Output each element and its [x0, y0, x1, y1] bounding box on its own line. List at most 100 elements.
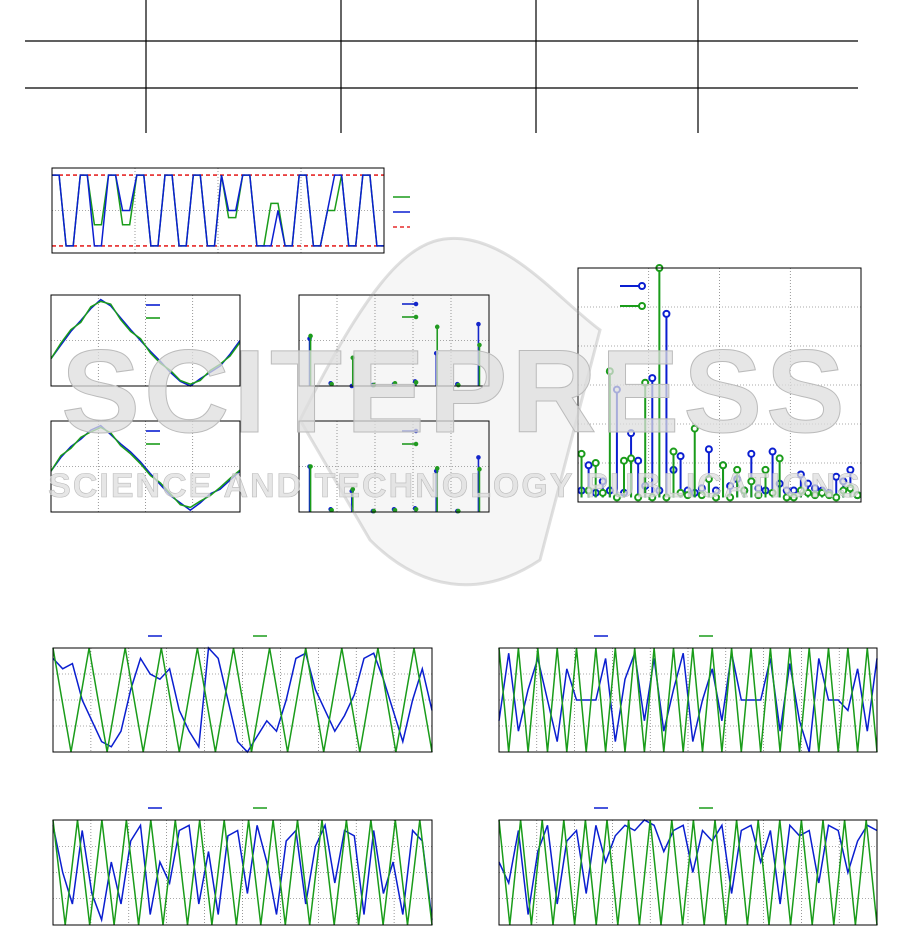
stem — [619, 456, 628, 498]
series-line — [52, 819, 433, 926]
plot-frame — [498, 647, 878, 753]
stem — [612, 385, 621, 498]
stem — [704, 475, 713, 498]
stem — [350, 486, 356, 512]
stem — [811, 491, 820, 500]
figure-plot — [498, 807, 878, 926]
stem-marker — [761, 465, 770, 474]
stem-marker — [747, 449, 756, 458]
stem — [584, 486, 593, 498]
stem — [627, 454, 636, 498]
stem-marker — [329, 507, 334, 513]
series-line — [52, 174, 384, 247]
stem-marker — [619, 456, 628, 465]
stem-marker — [648, 374, 657, 383]
stem — [853, 491, 862, 500]
stem-marker — [683, 491, 692, 500]
stem-marker — [782, 493, 791, 502]
stem — [768, 488, 777, 498]
stem-marker — [775, 454, 784, 463]
stem-marker — [308, 333, 313, 339]
stem — [634, 456, 643, 498]
stem-marker — [846, 484, 855, 493]
stem-marker — [634, 456, 643, 465]
stem — [690, 424, 699, 498]
stem-marker — [676, 452, 685, 461]
figures — [50, 167, 878, 926]
figure-plot — [577, 264, 862, 503]
stem-marker — [662, 493, 671, 502]
plot-frame — [298, 294, 490, 387]
stem — [733, 465, 742, 498]
series-line — [498, 647, 878, 753]
figure-plot — [51, 167, 410, 254]
stem — [350, 355, 356, 386]
stem — [413, 380, 419, 386]
stem — [740, 486, 749, 498]
stem-marker — [803, 488, 812, 497]
stem-marker — [768, 488, 777, 497]
stem — [605, 367, 614, 498]
figure-plot — [52, 807, 433, 926]
stem-marker — [704, 475, 713, 484]
stem — [711, 493, 720, 502]
stem — [591, 459, 600, 498]
stem — [662, 309, 671, 498]
stem-marker — [832, 472, 841, 481]
figure-plot — [498, 635, 878, 753]
stem-marker — [662, 309, 671, 318]
series-line — [52, 647, 433, 753]
stem-marker — [726, 493, 735, 502]
stem-marker — [796, 470, 805, 479]
plot-frame — [298, 420, 490, 513]
stem-marker — [350, 355, 356, 361]
series-line — [52, 646, 433, 754]
stem-marker — [754, 491, 763, 500]
stem-marker — [598, 488, 607, 497]
stem-marker — [350, 486, 356, 492]
stem — [761, 465, 770, 498]
stem-marker — [719, 461, 728, 470]
stem — [726, 493, 735, 502]
stem — [308, 333, 313, 386]
stem-marker — [627, 454, 636, 463]
stem-marker — [853, 491, 862, 500]
plot-frame — [50, 420, 241, 513]
stem — [476, 321, 481, 386]
stem-marker — [733, 465, 742, 474]
stem-marker — [308, 464, 313, 469]
stem-marker — [612, 493, 621, 502]
stem — [577, 449, 586, 498]
watermark-shape — [298, 236, 602, 587]
stem-marker — [676, 488, 685, 497]
stem — [818, 488, 827, 498]
stem — [676, 488, 685, 498]
stem — [683, 491, 692, 500]
stem-marker — [591, 459, 600, 467]
series-line — [50, 300, 241, 386]
legend-marker — [413, 314, 419, 320]
series-line — [498, 819, 878, 926]
table-rules — [25, 0, 858, 133]
plot-frame — [52, 647, 433, 753]
stem-marker — [413, 506, 419, 512]
plot-frame — [498, 819, 878, 926]
stem — [634, 493, 643, 502]
stem-marker — [598, 477, 607, 486]
stem-marker — [584, 461, 593, 470]
stem — [434, 466, 440, 512]
plot-frame — [50, 294, 241, 387]
stem-marker — [726, 481, 735, 490]
stem-marker — [789, 493, 798, 502]
figure-plot — [298, 420, 490, 514]
series-line — [50, 426, 241, 509]
stem — [648, 374, 657, 498]
stem — [476, 455, 481, 512]
stem — [719, 461, 728, 498]
stem-marker — [434, 324, 440, 330]
stem — [641, 378, 650, 498]
figure-plot — [50, 420, 241, 513]
series-line — [50, 424, 241, 512]
stem-marker — [669, 447, 678, 456]
